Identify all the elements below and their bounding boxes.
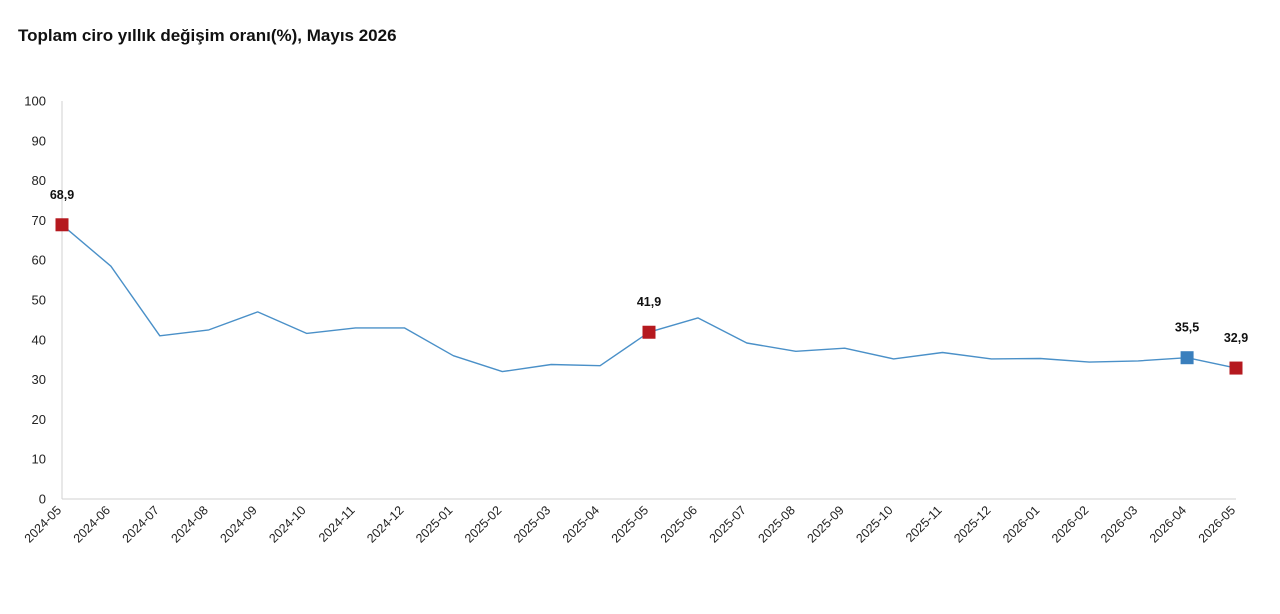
x-tick-label: 2024-06 xyxy=(71,503,113,545)
x-tick-label: 2025-07 xyxy=(707,503,749,545)
y-tick-label: 80 xyxy=(32,173,46,188)
y-tick-label: 50 xyxy=(32,293,46,308)
data-label: 41,9 xyxy=(637,295,661,309)
x-tick-label: 2025-10 xyxy=(853,503,895,545)
y-tick-label: 40 xyxy=(32,332,46,347)
y-tick-label: 30 xyxy=(32,372,46,387)
x-tick-label: 2025-01 xyxy=(413,503,455,545)
x-tick-label: 2024-12 xyxy=(364,503,406,545)
highlight-marker xyxy=(642,325,656,339)
x-tick-label: 2025-08 xyxy=(756,503,798,545)
x-tick-label: 2026-04 xyxy=(1147,503,1189,545)
x-tick-label: 2024-08 xyxy=(169,503,211,545)
x-tick-label: 2025-04 xyxy=(560,503,602,545)
x-tick-label: 2026-03 xyxy=(1098,503,1140,545)
x-tick-label: 2024-11 xyxy=(316,503,358,545)
data-label: 32,9 xyxy=(1224,331,1248,345)
data-label: 35,5 xyxy=(1175,321,1199,335)
x-tick-label: 2026-02 xyxy=(1049,503,1091,545)
x-tick-label: 2024-07 xyxy=(120,503,162,545)
y-tick-label: 70 xyxy=(32,213,46,228)
highlight-marker xyxy=(1229,361,1243,375)
x-tick-label: 2025-12 xyxy=(951,503,993,545)
data-label: 68,9 xyxy=(50,188,74,202)
x-tick-label: 2025-09 xyxy=(804,503,846,545)
y-tick-label: 10 xyxy=(32,452,46,467)
highlight-marker xyxy=(55,218,69,232)
chart-title: Toplam ciro yıllık değişim oranı(%), May… xyxy=(18,26,397,45)
x-tick-label: 2024-09 xyxy=(217,503,259,545)
y-tick-label: 60 xyxy=(32,253,46,268)
x-tick-label: 2025-03 xyxy=(511,503,553,545)
x-tick-label: 2025-05 xyxy=(609,503,651,545)
x-axis: 2024-05 2024-06 2024-07 2024-08 2024-09 2024-… xyxy=(22,498,1238,546)
x-tick-label: 2024-05 xyxy=(22,503,64,545)
x-tick-label: 2026-01 xyxy=(1000,503,1042,545)
x-tick-label: 2025-06 xyxy=(658,503,700,545)
y-tick-label: 90 xyxy=(32,133,46,148)
x-tick-label: 2025-11 xyxy=(903,503,945,545)
x-tick-label: 2024-10 xyxy=(266,503,308,545)
highlight-marker xyxy=(1180,351,1194,365)
x-tick-label: 2026-05 xyxy=(1196,503,1238,545)
y-tick-label: 20 xyxy=(32,412,46,427)
y-tick-label: 100 xyxy=(24,94,46,109)
marker-layer: 68,9 41,9 35,5 32,9 xyxy=(50,188,1248,375)
y-axis: 0 10 20 30 40 50 60 70 80 90 100 xyxy=(24,94,63,507)
x-tick-label: 2025-02 xyxy=(462,503,504,545)
y-tick-label: 0 xyxy=(39,492,46,507)
